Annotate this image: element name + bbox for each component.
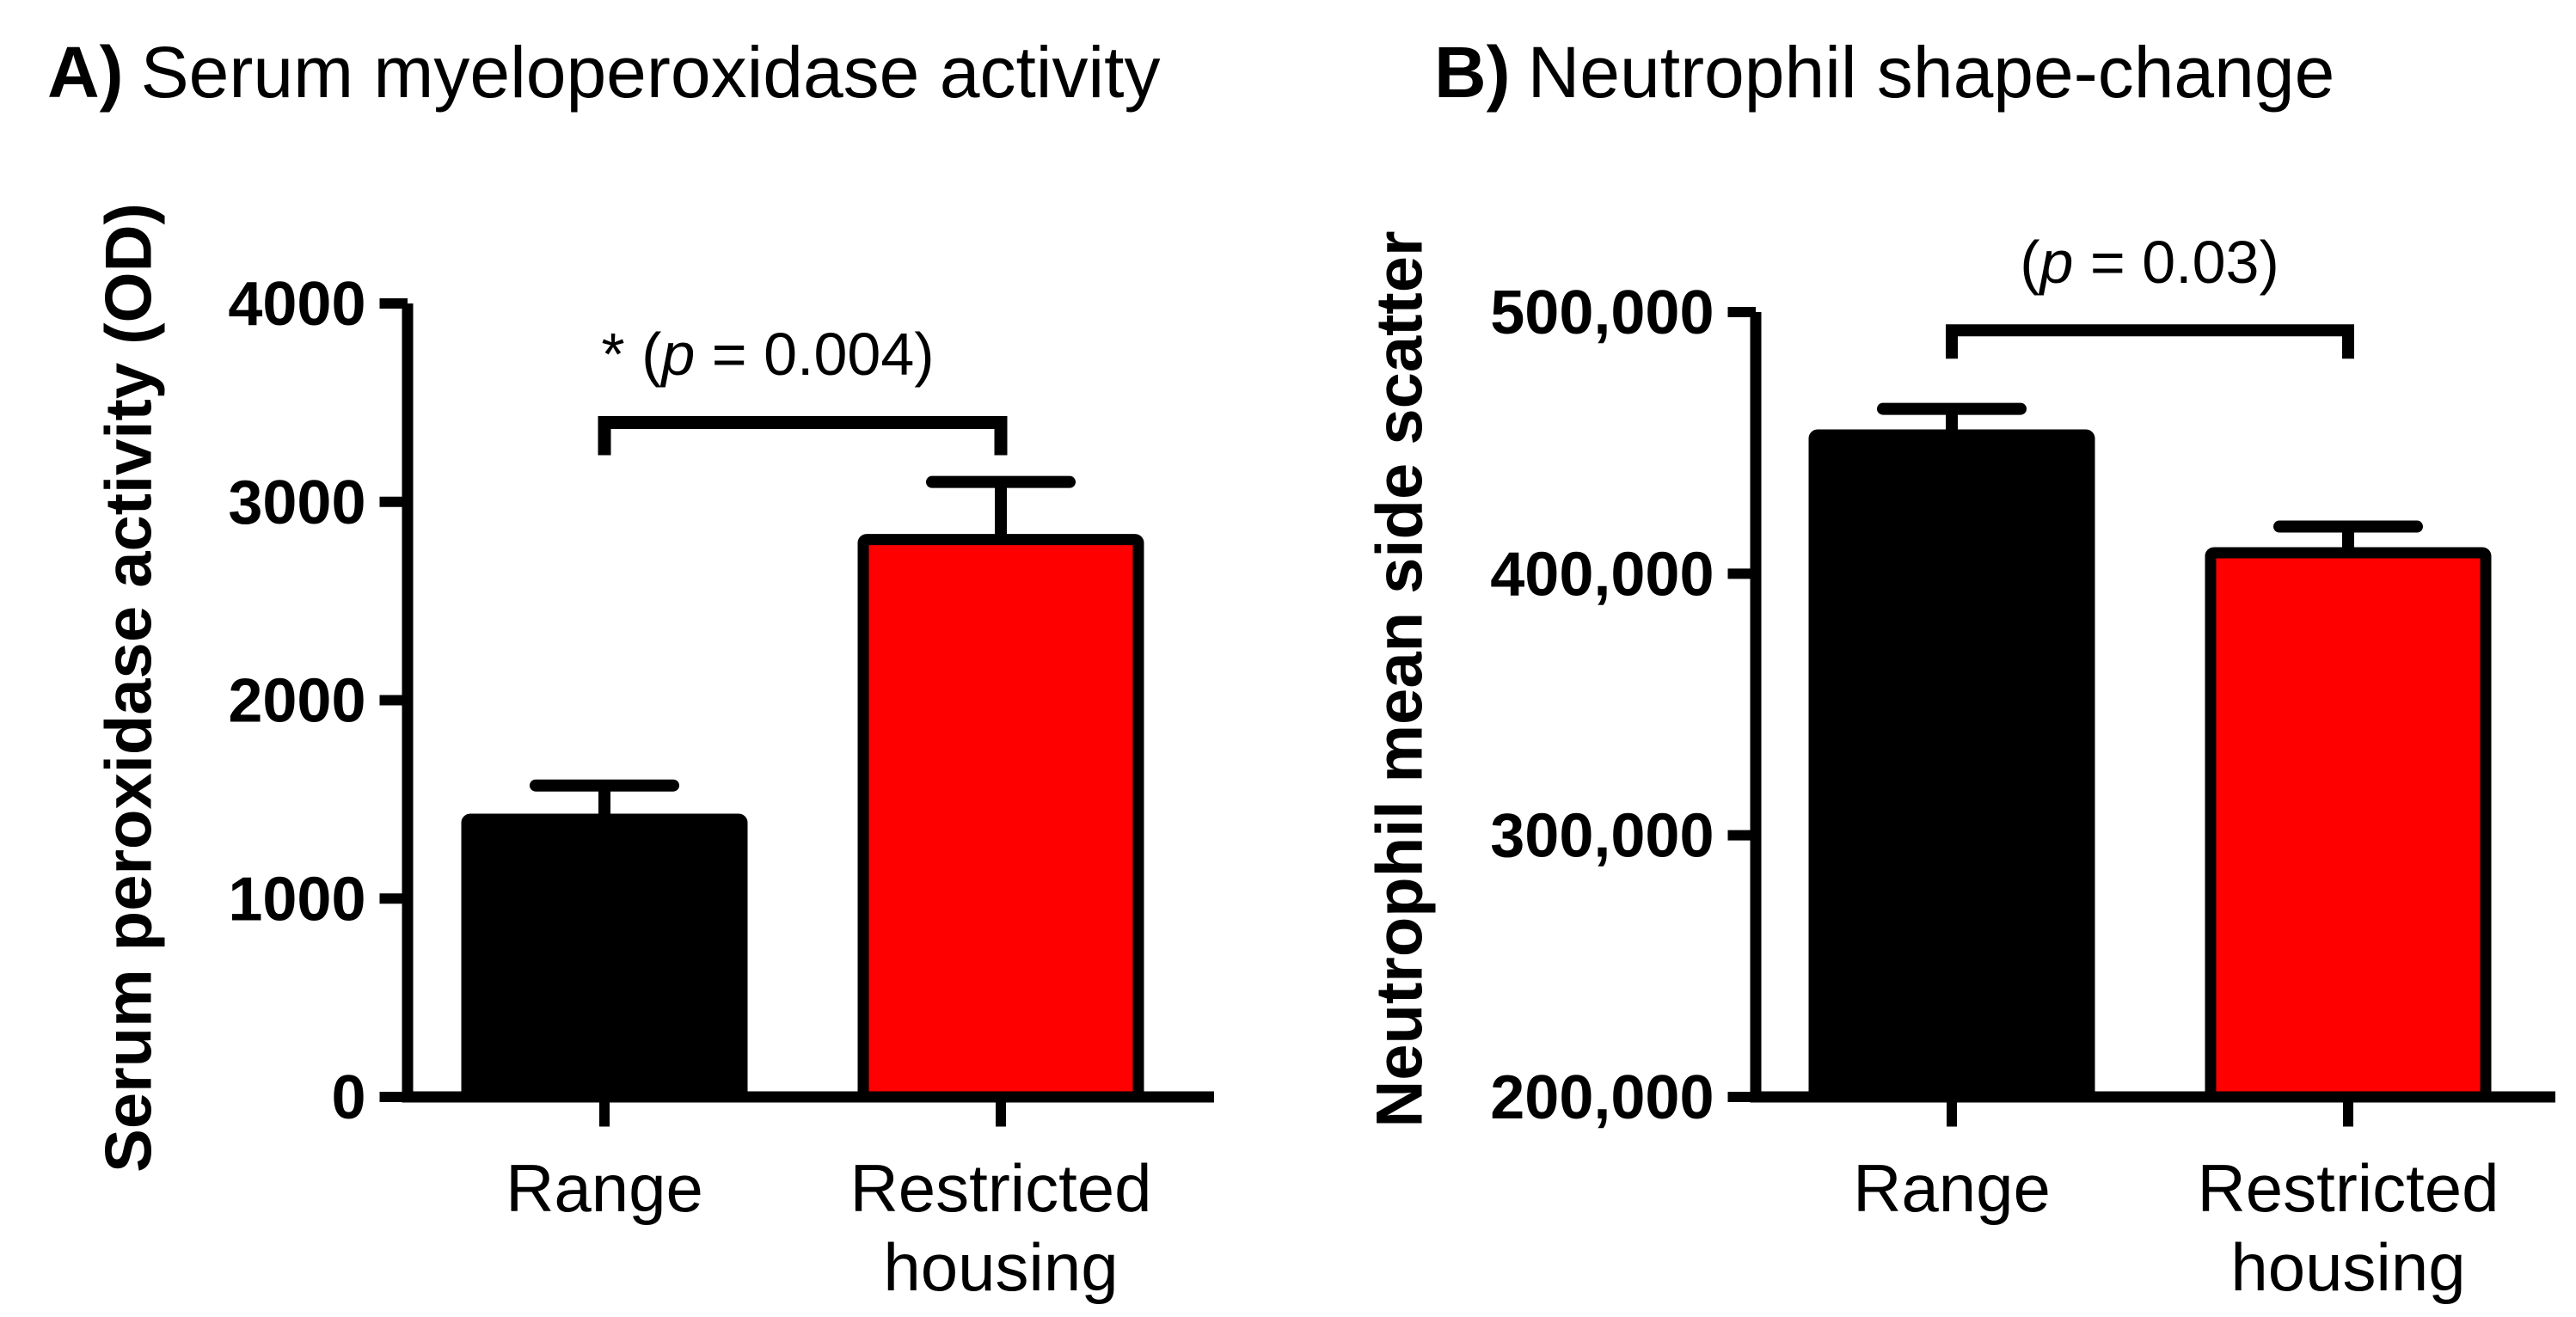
y-tick-label: 1000	[228, 865, 365, 934]
panel-b-category-restricted-housing: Restricted housing	[2197, 1150, 2499, 1305]
y-tick-label: 500,000	[1490, 279, 1714, 347]
significance-bracket	[1946, 324, 2354, 359]
panel-a-y-axis-label: Serum peroxidase activity (OD)	[92, 203, 166, 1173]
panel-b-label: B)	[1434, 32, 1511, 113]
pvalue-b-suffix: = 0.03)	[2073, 229, 2279, 296]
pvalue-a-symbol: p	[661, 321, 696, 388]
panel-b-y-axis-label: Neutrophil mean side scatter	[1363, 230, 1437, 1128]
panel-a-category-range: Range	[506, 1150, 703, 1226]
y-tick-label: 3000	[228, 469, 365, 537]
significance-bracket	[598, 415, 1008, 456]
panel-a-pvalue-label: * (p = 0.004)	[601, 320, 934, 389]
panel-a-category-restricted-housing: Restricted housing	[849, 1150, 1152, 1305]
y-tick-label: 4000	[228, 270, 365, 339]
bar-restricted-housing	[857, 534, 1144, 1103]
pvalue-a-suffix: = 0.004)	[695, 321, 935, 388]
chart-panel-A: 0 1000 2000 3000 4000	[228, 270, 1214, 1132]
panel-a-title: A) Serum myeloperoxidase activity	[47, 33, 1160, 112]
y-tick-label: 0	[331, 1063, 365, 1132]
y-tick-label: 300,000	[1490, 802, 1714, 871]
pvalue-b-symbol: p	[2039, 229, 2074, 296]
pvalue-a-prefix: * (	[601, 321, 662, 388]
y-tick-label: 2000	[228, 667, 365, 736]
y-tick-label: 200,000	[1490, 1063, 1714, 1132]
panel-a-title-text: Serum myeloperoxidase activity	[140, 32, 1161, 113]
panel-b-category-range: Range	[1853, 1150, 2051, 1226]
panel-b-title-text: Neutrophil shape-change	[1527, 32, 2335, 113]
panel-b-pvalue-label: (p = 0.03)	[2020, 228, 2279, 297]
chart-panel-B: 200,000 300,000 400,000 500,000	[1490, 279, 2555, 1132]
bar-range	[461, 813, 748, 1103]
panel-a-label: A)	[47, 32, 124, 113]
bar-restricted-housing	[2205, 547, 2492, 1103]
bar-range	[1808, 429, 2095, 1103]
pvalue-b-prefix: (	[2020, 229, 2040, 296]
y-tick-label: 400,000	[1490, 540, 1714, 609]
panel-b-title: B) Neutrophil shape-change	[1434, 33, 2334, 112]
